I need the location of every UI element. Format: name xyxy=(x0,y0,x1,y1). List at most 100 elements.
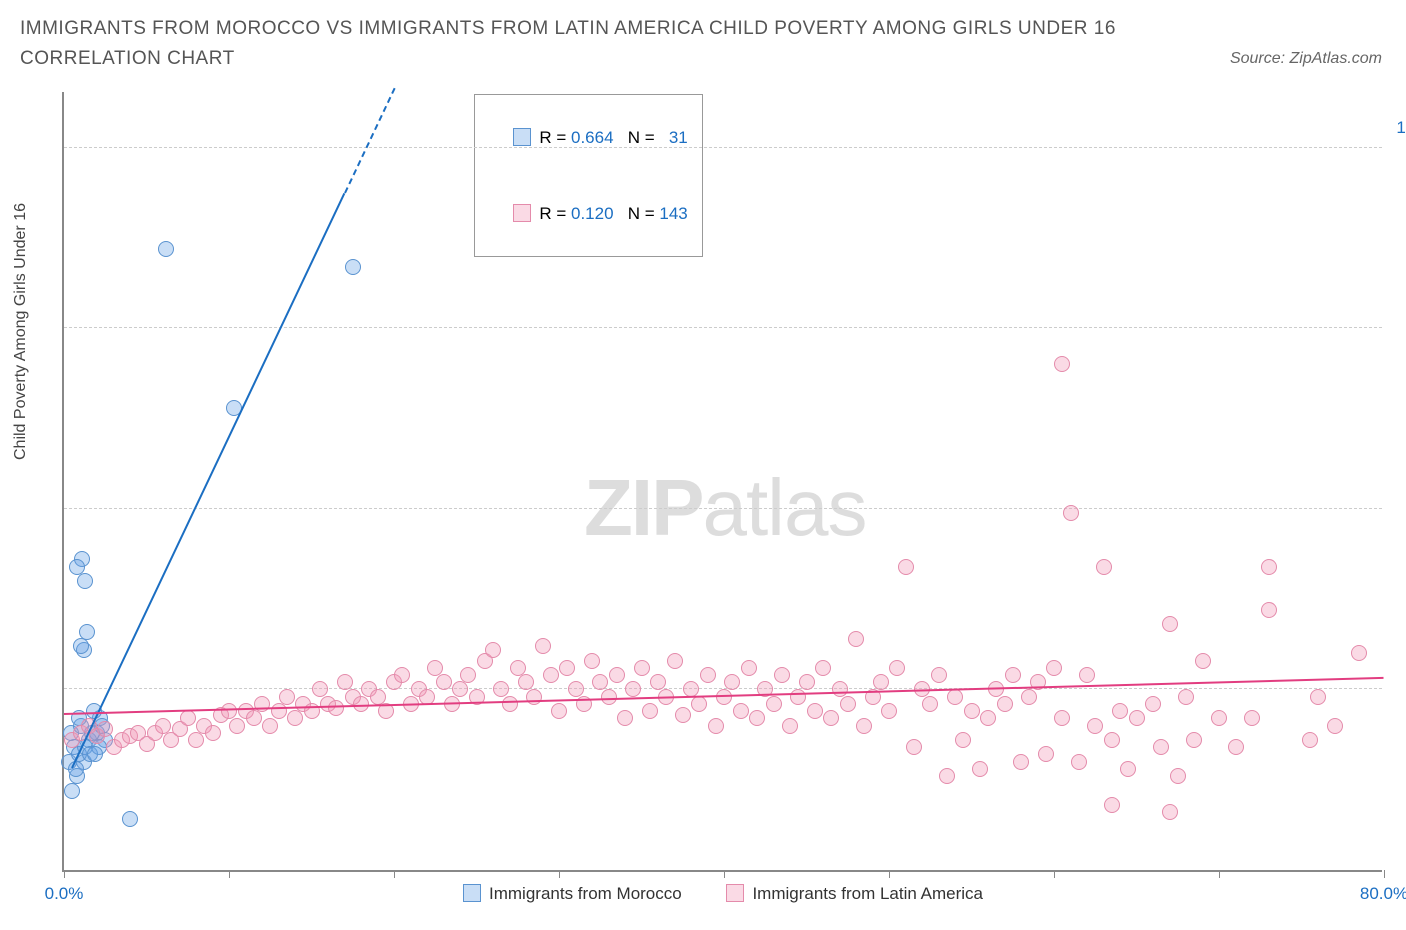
data-point xyxy=(625,681,641,697)
y-tick-label: 50.0% xyxy=(1390,479,1406,499)
legend-stats: R = 0.664 N = 31 R = 0.120 N = 143 xyxy=(474,94,703,257)
data-point xyxy=(617,710,633,726)
data-point xyxy=(972,761,988,777)
data-point xyxy=(1351,645,1367,661)
data-point xyxy=(122,811,138,827)
data-point xyxy=(1228,739,1244,755)
data-point xyxy=(64,783,80,799)
legend-item-1: Immigrants from Latin America xyxy=(726,884,983,903)
x-tick xyxy=(559,870,560,878)
data-point xyxy=(312,681,328,697)
data-point xyxy=(955,732,971,748)
data-point xyxy=(543,667,559,683)
data-point xyxy=(262,718,278,734)
data-point xyxy=(1096,559,1112,575)
data-point xyxy=(337,674,353,690)
data-point xyxy=(97,721,113,737)
data-point xyxy=(460,667,476,683)
data-point xyxy=(180,710,196,726)
x-tick xyxy=(1219,870,1220,878)
data-point xyxy=(155,718,171,734)
data-point xyxy=(1038,746,1054,762)
data-point xyxy=(1087,718,1103,734)
y-tick-label: 75.0% xyxy=(1390,298,1406,318)
data-point xyxy=(1112,703,1128,719)
data-point xyxy=(964,703,980,719)
data-point xyxy=(675,707,691,723)
data-point xyxy=(345,259,361,275)
data-point xyxy=(881,703,897,719)
data-point xyxy=(667,653,683,669)
data-point xyxy=(1261,602,1277,618)
data-point xyxy=(1186,732,1202,748)
data-point xyxy=(427,660,443,676)
data-point xyxy=(592,674,608,690)
data-point xyxy=(518,674,534,690)
data-point xyxy=(1153,739,1169,755)
legend-stats-row-1: R = 0.120 N = 143 xyxy=(485,176,688,253)
x-tick xyxy=(889,870,890,878)
x-tick xyxy=(394,870,395,878)
legend-item-0: Immigrants from Morocco xyxy=(463,884,682,903)
x-tick xyxy=(229,870,230,878)
data-point xyxy=(485,642,501,658)
data-point xyxy=(939,768,955,784)
data-point xyxy=(1005,667,1021,683)
data-point xyxy=(77,573,93,589)
data-point xyxy=(69,559,85,575)
gridline xyxy=(64,508,1382,509)
data-point xyxy=(1195,653,1211,669)
data-point xyxy=(1054,356,1070,372)
data-point xyxy=(158,241,174,257)
x-tick xyxy=(724,870,725,878)
data-point xyxy=(774,667,790,683)
data-point xyxy=(873,674,889,690)
data-point xyxy=(1178,689,1194,705)
y-tick-label: 25.0% xyxy=(1390,659,1406,679)
data-point xyxy=(1145,696,1161,712)
data-point xyxy=(856,718,872,734)
x-tick-label: 0.0% xyxy=(45,884,84,904)
data-point xyxy=(568,681,584,697)
data-point xyxy=(691,696,707,712)
legend-stats-row-0: R = 0.664 N = 31 xyxy=(485,99,688,176)
trend-line xyxy=(71,193,345,768)
legend-swatch-1 xyxy=(513,204,531,222)
x-tick xyxy=(1384,870,1385,878)
data-point xyxy=(708,718,724,734)
data-point xyxy=(87,746,103,762)
data-point xyxy=(848,631,864,647)
data-point xyxy=(1021,689,1037,705)
data-point xyxy=(551,703,567,719)
data-point xyxy=(229,718,245,734)
data-point xyxy=(790,689,806,705)
data-point xyxy=(997,696,1013,712)
data-point xyxy=(68,761,84,777)
data-point xyxy=(279,689,295,705)
data-point xyxy=(741,660,757,676)
data-point xyxy=(1261,559,1277,575)
data-point xyxy=(1211,710,1227,726)
data-point xyxy=(271,703,287,719)
data-point xyxy=(947,689,963,705)
data-point xyxy=(1327,718,1343,734)
data-point xyxy=(782,718,798,734)
data-point xyxy=(634,660,650,676)
data-point xyxy=(1079,667,1095,683)
x-tick xyxy=(64,870,65,878)
data-point xyxy=(1244,710,1260,726)
data-point xyxy=(840,696,856,712)
data-point xyxy=(815,660,831,676)
data-point xyxy=(1046,660,1062,676)
data-point xyxy=(832,681,848,697)
data-point xyxy=(1310,689,1326,705)
data-point xyxy=(1170,768,1186,784)
data-point xyxy=(493,681,509,697)
data-point xyxy=(922,696,938,712)
trend-line xyxy=(344,89,395,194)
data-point xyxy=(1104,732,1120,748)
data-point xyxy=(766,696,782,712)
chart-title: IMMIGRANTS FROM MOROCCO VS IMMIGRANTS FR… xyxy=(20,14,1120,75)
data-point xyxy=(931,667,947,683)
data-point xyxy=(898,559,914,575)
